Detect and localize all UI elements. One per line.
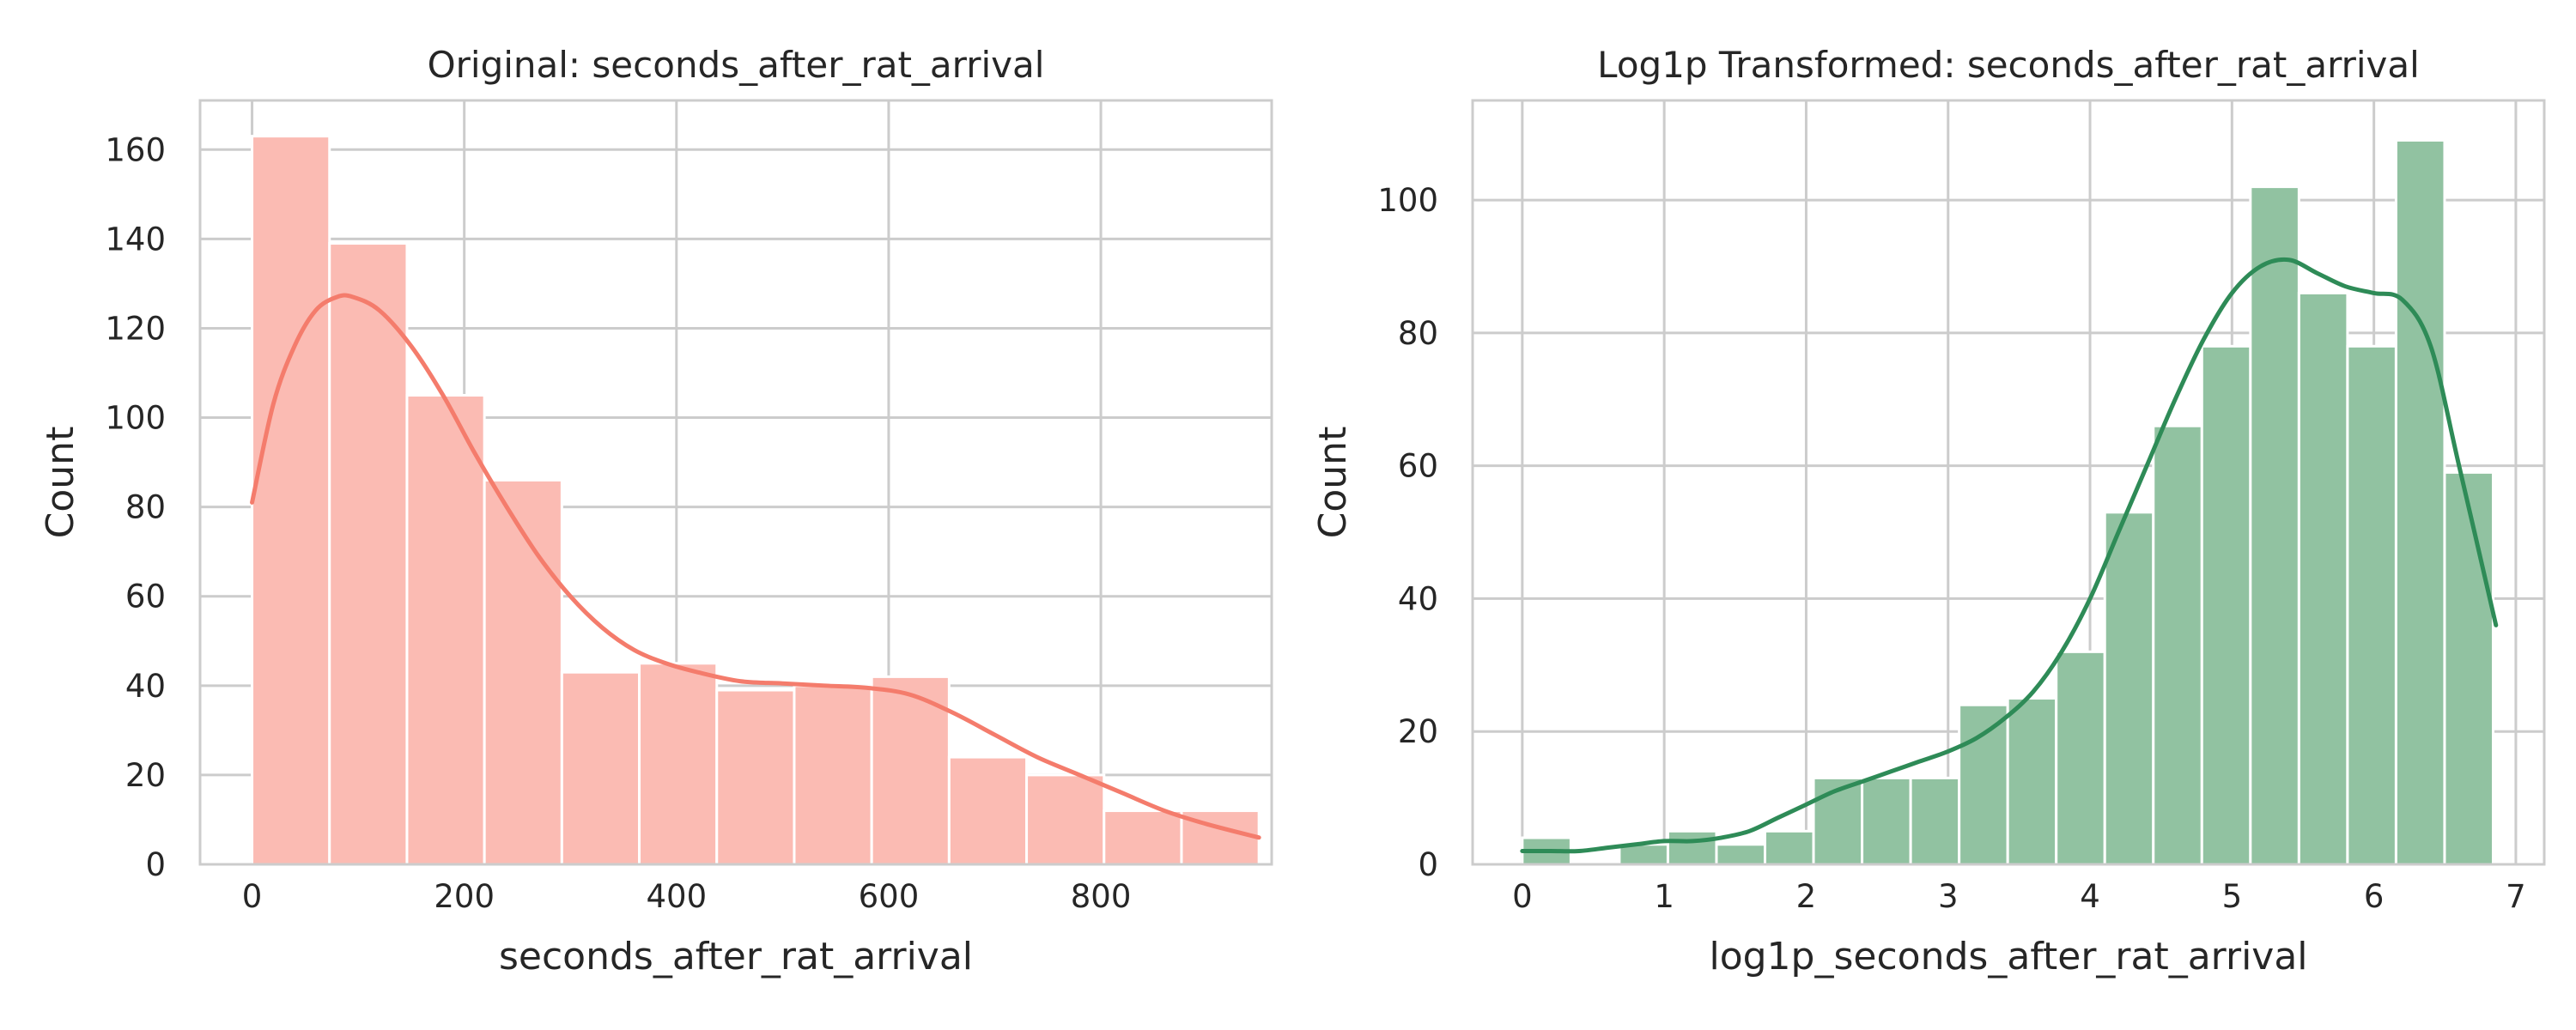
y-tick-label: 20 xyxy=(125,757,166,794)
histogram-bar xyxy=(1958,703,2009,866)
y-tick-label: 40 xyxy=(1398,580,1438,617)
x-tick-label: 800 xyxy=(1071,878,1132,915)
histogram-bar xyxy=(715,688,796,866)
histogram-bar xyxy=(2249,185,2300,866)
x-tick-label: 7 xyxy=(2506,878,2526,915)
y-tick-label: 80 xyxy=(1398,315,1438,352)
y-tick-label: 160 xyxy=(105,131,166,168)
x-tick-label: 0 xyxy=(1512,878,1533,915)
histogram-bar xyxy=(1025,773,1106,866)
x-tick-label: 4 xyxy=(2080,878,2100,915)
x-tick-label: 3 xyxy=(1938,878,1959,915)
x-tick-label: 6 xyxy=(2364,878,2385,915)
histogram-bar xyxy=(483,478,563,866)
histogram-bar xyxy=(1666,829,1718,866)
y-axis-label: Count xyxy=(1311,427,1355,539)
histogram-bar xyxy=(793,684,873,866)
histogram-bar xyxy=(2152,424,2203,866)
histogram-bar xyxy=(2346,344,2397,866)
x-tick-label: 2 xyxy=(1796,878,1817,915)
kde-curve xyxy=(250,293,1261,840)
histogram-bar xyxy=(2103,511,2155,866)
histogram-bar xyxy=(1103,809,1183,866)
y-tick-label: 120 xyxy=(105,310,166,347)
y-tick-label: 100 xyxy=(1377,182,1438,219)
x-tick-label: 200 xyxy=(434,878,495,915)
y-tick-label: 60 xyxy=(125,579,166,615)
x-tick-label: 5 xyxy=(2222,878,2243,915)
histogram-bar xyxy=(2394,138,2446,866)
x-axis-label: seconds_after_rat_arrival xyxy=(499,935,973,978)
x-tick-labels: 0 200 400 600 800 xyxy=(242,878,1132,915)
histogram-bar xyxy=(2443,470,2494,866)
y-tick-label: 100 xyxy=(105,400,166,437)
histogram-bar xyxy=(2055,650,2106,866)
histogram-bar xyxy=(560,670,641,866)
histogram-bar xyxy=(328,242,409,866)
y-tick-label: 0 xyxy=(145,846,166,883)
y-tick-label: 40 xyxy=(125,668,166,705)
histogram-bar xyxy=(2297,291,2349,866)
y-tick-label: 60 xyxy=(1398,448,1438,485)
histogram-panel-original: 0 200 400 600 800 0 20 40 60 80 100 120 140 160 Orig… xyxy=(39,44,1273,978)
histogram-bar xyxy=(1861,776,1912,866)
histogram-bar xyxy=(1909,776,1961,866)
axes-frame xyxy=(198,99,1273,866)
histogram-bars xyxy=(251,135,1261,866)
histogram-bar xyxy=(405,394,486,866)
y-tick-labels: 0 20 40 60 80 100 xyxy=(1377,182,1438,883)
x-tick-label: 600 xyxy=(859,878,920,915)
chart-title: Original: seconds_after_rat_arrival xyxy=(428,44,1045,86)
axes-frame xyxy=(1471,99,2546,866)
histogram-bar xyxy=(638,662,719,866)
histogram-bars xyxy=(1521,138,2494,866)
histogram-bar xyxy=(947,755,1029,866)
histogram-bar xyxy=(2200,344,2252,866)
x-tick-label: 0 xyxy=(242,878,263,915)
x-tick-label: 400 xyxy=(646,878,707,915)
y-tick-label: 140 xyxy=(105,221,166,258)
y-tick-labels: 0 20 40 60 80 100 120 140 160 xyxy=(105,131,166,883)
histogram-bar xyxy=(2006,697,2058,866)
y-tick-label: 0 xyxy=(1418,846,1438,883)
x-tick-label: 1 xyxy=(1654,878,1674,915)
kde-curve xyxy=(1520,257,2499,854)
histogram-bar xyxy=(1764,829,1815,866)
y-tick-label: 20 xyxy=(1398,713,1438,750)
histogram-bar xyxy=(1715,843,1767,866)
histogram-bar xyxy=(251,135,331,866)
histogram-panel-log1p: 0 1 2 3 4 5 6 7 0 20 40 60 80 100 Log1p Transformed:… xyxy=(1311,44,2546,978)
chart-title: Log1p Transformed: seconds_after_rat_arr… xyxy=(1597,44,2420,86)
y-tick-label: 80 xyxy=(125,489,166,526)
x-axis-label: log1p_seconds_after_rat_arrival xyxy=(1709,935,2307,978)
y-axis-label: Count xyxy=(39,427,82,539)
x-tick-labels: 0 1 2 3 4 5 6 7 xyxy=(1512,878,2526,915)
